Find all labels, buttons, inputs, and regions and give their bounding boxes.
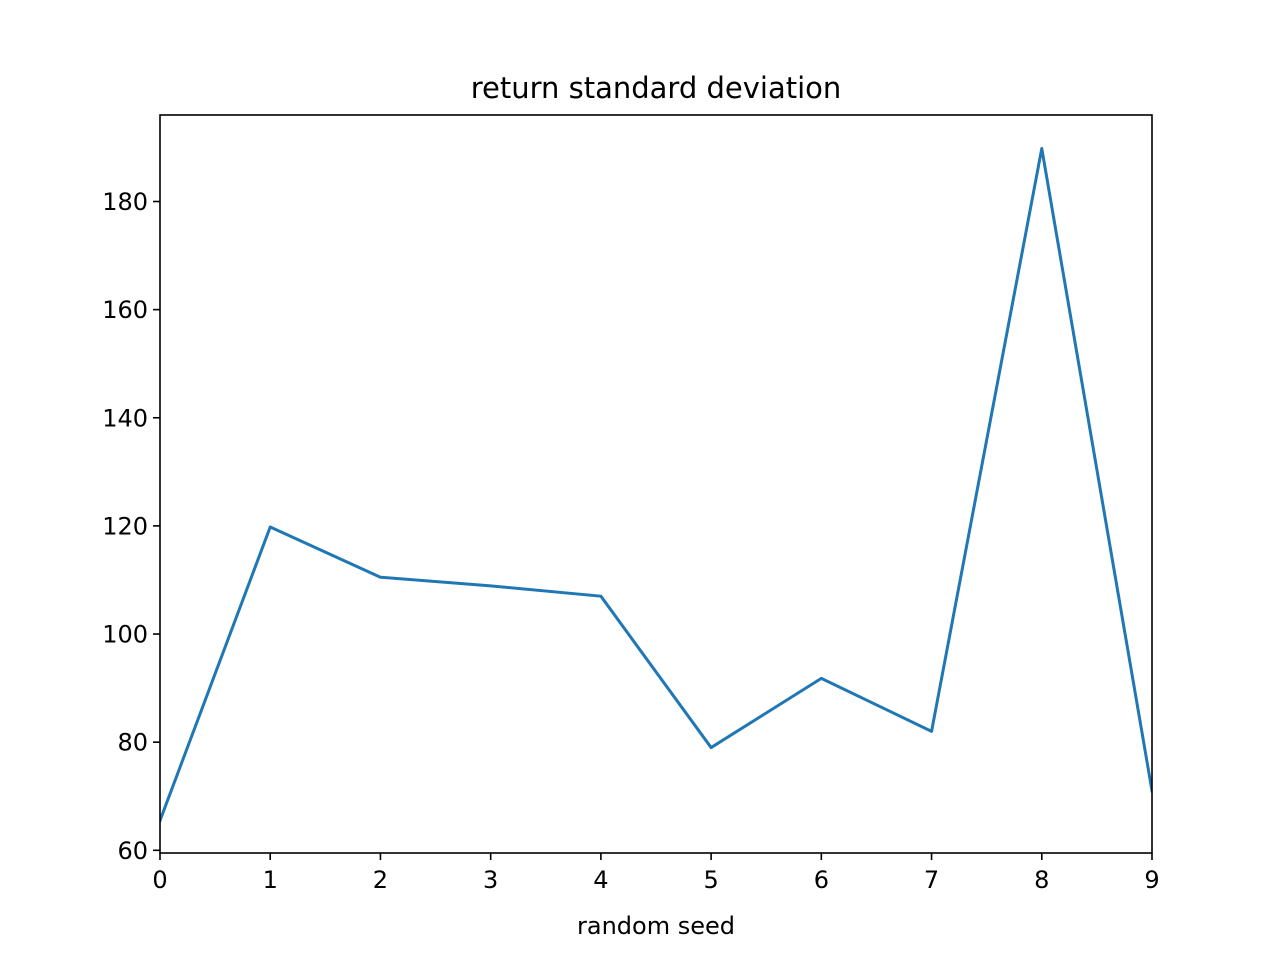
- chart-title: return standard deviation: [471, 71, 842, 105]
- plot-area: [160, 147, 1152, 823]
- x-tick-label-4: 4: [593, 866, 608, 894]
- x-tick-label-2: 2: [373, 866, 388, 894]
- y-tick-label-3: 120: [102, 512, 148, 540]
- plot-frame: [159, 114, 1153, 854]
- x-tick-label-3: 3: [483, 866, 498, 894]
- y-tick-label-6: 180: [102, 188, 148, 216]
- x-tick-label-9: 9: [1144, 866, 1159, 894]
- y-tick-label-4: 140: [102, 404, 148, 432]
- y-tick-label-2: 100: [102, 621, 148, 649]
- x-tick-label-7: 7: [924, 866, 939, 894]
- x-tick-label-1: 1: [263, 866, 278, 894]
- x-tick-label-8: 8: [1034, 866, 1049, 894]
- x-axis-label: random seed: [577, 912, 735, 940]
- y-tick-label-0: 60: [117, 837, 148, 865]
- y-tick-label-1: 80: [117, 729, 148, 757]
- series-line-0: [160, 147, 1152, 823]
- axes: 0 1 2 3 4 5 6 7 8 9 60 80 100 120 140 160 180: [102, 114, 1160, 894]
- x-tick-label-6: 6: [814, 866, 829, 894]
- y-tick-label-5: 160: [102, 296, 148, 324]
- x-tick-label-0: 0: [152, 866, 167, 894]
- x-tick-label-5: 5: [703, 866, 718, 894]
